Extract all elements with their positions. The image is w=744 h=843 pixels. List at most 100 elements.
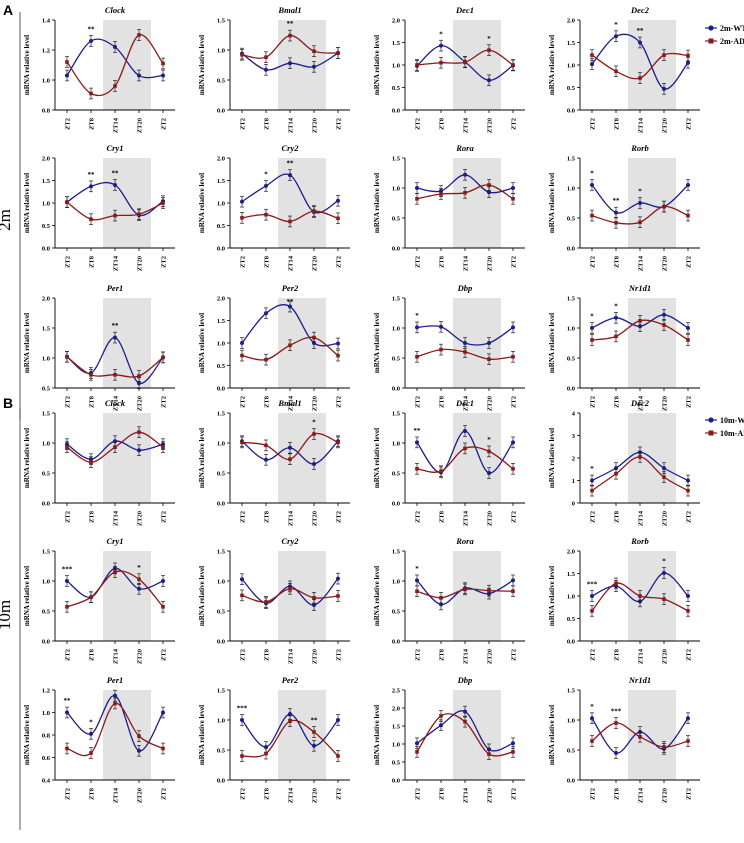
chart-title: Rorb [630,536,648,546]
y-tick-label: 1.0 [567,62,575,69]
y-tick-label: 0.0 [567,385,575,392]
data-point [638,201,642,205]
x-tick-label: ZT8 [438,117,445,130]
data-point [415,589,419,593]
x-tick-label: ZT8 [438,510,445,523]
y-axis-title: mRNA relative level [548,173,556,233]
data-point [638,735,642,739]
x-tick-label: ZT2 [160,256,167,268]
x-tick-label: ZT14 [637,117,644,133]
significance-marker: * [264,171,268,179]
y-tick-label: 1.0 [217,440,225,447]
x-tick-label: ZT8 [88,648,95,661]
y-tick-label: 1.5 [567,155,576,162]
data-point [614,334,618,339]
x-tick-label: ZT8 [263,510,270,523]
data-point [463,446,467,451]
data-point [463,341,467,345]
y-tick-label: 0.0 [217,245,225,252]
x-tick-label: ZT20 [311,396,318,411]
legend-marker [708,38,714,44]
chart-title: Rorb [630,143,648,153]
y-tick-label: 0.8 [42,732,51,739]
data-point [638,455,642,459]
y-tick-label: 1.0 [567,593,575,600]
data-point [590,62,594,67]
y-tick-label: 1.5 [567,295,576,302]
panel-letter-B: B [3,395,13,411]
data-point [264,443,268,448]
data-point [590,478,594,483]
data-point [336,754,340,758]
y-tick-label: 0.5 [392,215,401,222]
chart-title: Clock [105,5,126,15]
data-point [463,172,467,177]
data-point [113,701,117,706]
data-point [137,734,141,738]
y-tick-label: 0.0 [42,638,50,645]
data-point [312,603,316,607]
significance-marker: * [614,21,618,29]
significance-marker: * [614,302,618,310]
y-tick-label: 1.5 [392,295,401,302]
significance-marker: ** [613,197,621,205]
chart-B-Per2: Per2 mRNA relative level 0.0 0.5 1.0 1.5 ZT2 ZT… [198,675,350,803]
data-point [312,64,316,69]
x-tick-label: ZT20 [136,118,143,133]
x-tick-label: ZT14 [462,117,469,133]
x-tick-label: ZT8 [88,117,95,130]
data-point [161,73,165,78]
y-tick-label: 0.5 [567,355,576,362]
data-point [89,460,93,464]
dark-phase-shading [628,158,676,248]
data-point [439,60,443,65]
y-tick-label: 0.0 [217,777,225,784]
chart-title: Bmal1 [277,5,301,15]
significance-marker: ** [88,171,96,179]
x-tick-label: ZT2 [589,118,596,130]
data-point [415,63,419,67]
data-point [312,730,316,734]
x-tick-label: ZT2 [685,256,692,268]
x-tick-label: ZT2 [64,256,71,268]
y-tick-label: 1.5 [42,548,51,555]
data-point [288,445,292,450]
data-point [511,325,515,330]
data-point [240,577,244,582]
y-tick-label: 0.5 [217,363,226,370]
chart-title: Dec1 [455,5,474,15]
y-tick-label: 0.6 [42,755,51,762]
x-tick-label: ZT14 [287,787,294,803]
significance-marker: * [415,312,419,320]
data-point [312,49,316,53]
y-tick-label: 1.5 [392,40,401,47]
data-point [511,186,515,190]
data-point [65,579,69,583]
x-tick-label: ZT14 [112,117,119,133]
y-tick-label: 2.0 [217,155,225,162]
y-tick-label: 0.0 [567,638,575,645]
y-tick-label: 1.0 [42,355,50,362]
y-tick-label: 2.0 [567,548,575,555]
group-label-2m: 2m [0,209,14,231]
x-tick-label: ZT2 [239,118,246,130]
x-tick-label: ZT2 [335,396,342,408]
significance-marker: ** [112,322,120,330]
x-tick-label: ZT2 [685,396,692,408]
y-axis-title: mRNA relative level [373,566,381,626]
data-point [487,588,491,593]
data-point [65,605,69,609]
y-axis-title: mRNA relative level [548,705,556,765]
data-point [137,577,141,581]
y-tick-label: 0.0 [567,777,575,784]
y-tick-label: 1.5 [217,178,226,185]
data-point [240,754,244,758]
x-tick-label: ZT14 [112,395,119,411]
data-point [264,183,268,188]
x-tick-label: ZT2 [160,396,167,408]
data-point [439,469,443,473]
significance-marker: * [137,564,141,572]
data-point [288,61,292,66]
data-point [638,40,642,45]
data-point [288,173,292,178]
